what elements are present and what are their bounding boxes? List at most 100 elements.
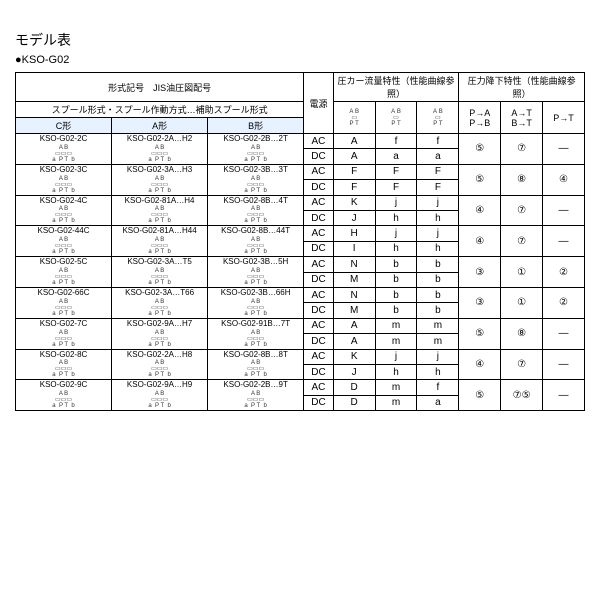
model-b: KSO-G02-8B…8TA B▭▭▭a P T b xyxy=(208,349,304,380)
valve-symbol: A B▭▭▭a P T b xyxy=(114,359,205,378)
val-cell: b xyxy=(375,272,417,287)
val-cell: J xyxy=(333,210,375,225)
val-cell: m xyxy=(417,318,459,333)
val-cell: M xyxy=(333,303,375,318)
merge-cell: ⑦ xyxy=(501,195,543,226)
power-cell: AC xyxy=(304,318,334,333)
power-cell: AC xyxy=(304,287,334,302)
val-cell: b xyxy=(375,257,417,272)
model-a: KSO-G02-81A…H44A B▭▭▭a P T b xyxy=(112,226,208,257)
power-cell: DC xyxy=(304,272,334,287)
model-b: KSO-G02-3B…3TA B▭▭▭a P T b xyxy=(208,164,304,195)
hdr-sym3: A B▭P T xyxy=(417,102,459,134)
valve-symbol: A B▭▭▭a P T b xyxy=(18,175,109,194)
power-cell: DC xyxy=(304,364,334,379)
power-cell: DC xyxy=(304,210,334,225)
val-cell: H xyxy=(333,226,375,241)
merge-cell: ⑦ xyxy=(501,226,543,257)
hdr-spool: スプール形式・スプール作動方式…補助スプール形式 xyxy=(16,102,304,118)
hdr-drop: 圧力降下特性（性能曲線参照） xyxy=(459,73,585,102)
power-cell: AC xyxy=(304,226,334,241)
val-cell: m xyxy=(375,334,417,349)
model-c: KSO-G02-4CA B▭▭▭a P T b xyxy=(16,195,112,226)
merge-cell: — xyxy=(543,195,585,226)
model-c: KSO-G02-5CA B▭▭▭a P T b xyxy=(16,257,112,288)
val-cell: a xyxy=(417,395,459,410)
merge-cell: ⑦ xyxy=(501,349,543,380)
val-cell: j xyxy=(375,195,417,210)
val-cell: I xyxy=(333,241,375,256)
model-b: KSO-G02-3B…5HA B▭▭▭a P T b xyxy=(208,257,304,288)
val-cell: K xyxy=(333,349,375,364)
valve-symbol: A B▭▭▭a P T b xyxy=(18,144,109,163)
valve-symbol: A B▭▭▭a P T b xyxy=(114,205,205,224)
merge-cell: ② xyxy=(543,257,585,288)
valve-symbol: A B▭▭▭a P T b xyxy=(18,236,109,255)
val-cell: F xyxy=(375,164,417,179)
val-cell: b xyxy=(375,287,417,302)
hdr-pt: P→T xyxy=(543,102,585,134)
valve-symbol: A B▭▭▭a P T b xyxy=(210,205,301,224)
merge-cell: — xyxy=(543,226,585,257)
merge-cell: — xyxy=(543,134,585,165)
power-cell: DC xyxy=(304,149,334,164)
hdr-c: C形 xyxy=(16,118,112,134)
merge-cell: ⑤ xyxy=(459,318,501,349)
model-c: KSO-G02-8CA B▭▭▭a P T b xyxy=(16,349,112,380)
header-symbol: A B▭P T xyxy=(336,108,373,127)
model-c: KSO-G02-3CA B▭▭▭a P T b xyxy=(16,164,112,195)
model-a: KSO-G02-9A…H9A B▭▭▭a P T b xyxy=(112,380,208,411)
valve-symbol: A B▭▭▭a P T b xyxy=(210,390,301,409)
model-c: KSO-G02-2CA B▭▭▭a P T b xyxy=(16,134,112,165)
model-b: KSO-G02-2B…2TA B▭▭▭a P T b xyxy=(208,134,304,165)
power-cell: AC xyxy=(304,164,334,179)
valve-symbol: A B▭▭▭a P T b xyxy=(114,390,205,409)
val-cell: h xyxy=(417,210,459,225)
val-cell: h xyxy=(417,241,459,256)
hdr-sym1: A B▭P T xyxy=(333,102,375,134)
power-cell: AC xyxy=(304,257,334,272)
header-symbol: A B▭P T xyxy=(378,108,415,127)
model-a: KSO-G02-3A…T5A B▭▭▭a P T b xyxy=(112,257,208,288)
table-row: KSO-G02-2CA B▭▭▭a P T b KSO-G02-2A…H2A B… xyxy=(16,134,585,149)
valve-symbol: A B▭▭▭a P T b xyxy=(114,175,205,194)
valve-symbol: A B▭▭▭a P T b xyxy=(18,359,109,378)
merge-cell: ⑦⑤ xyxy=(501,380,543,411)
hdr-power: 電源 xyxy=(304,73,334,134)
valve-symbol: A B▭▭▭a P T b xyxy=(210,329,301,348)
merge-cell: ④ xyxy=(543,164,585,195)
merge-cell: ⑤ xyxy=(459,380,501,411)
hdr-flow: 圧カー流量特性（性能曲線参照） xyxy=(333,73,459,102)
model-a: KSO-G02-2A…H2A B▭▭▭a P T b xyxy=(112,134,208,165)
val-cell: A xyxy=(333,134,375,149)
power-cell: DC xyxy=(304,395,334,410)
power-cell: AC xyxy=(304,349,334,364)
valve-symbol: A B▭▭▭a P T b xyxy=(114,144,205,163)
merge-cell: ① xyxy=(501,257,543,288)
merge-cell: ⑤ xyxy=(459,134,501,165)
model-a: KSO-G02-3A…H3A B▭▭▭a P T b xyxy=(112,164,208,195)
model-table: 形式記号 JIS油圧図配号 電源 圧カー流量特性（性能曲線参照） 圧力降下特性（… xyxy=(15,72,585,411)
val-cell: M xyxy=(333,272,375,287)
power-cell: DC xyxy=(304,241,334,256)
val-cell: A xyxy=(333,334,375,349)
model-b: KSO-G02-2B…9TA B▭▭▭a P T b xyxy=(208,380,304,411)
val-cell: f xyxy=(417,134,459,149)
model-b: KSO-G02-91B…7TA B▭▭▭a P T b xyxy=(208,318,304,349)
model-b: KSO-G02-3B…66HA B▭▭▭a P T b xyxy=(208,287,304,318)
power-cell: AC xyxy=(304,134,334,149)
val-cell: b xyxy=(417,272,459,287)
power-cell: AC xyxy=(304,195,334,210)
val-cell: F xyxy=(417,164,459,179)
val-cell: F xyxy=(333,180,375,195)
header-symbol: A B▭P T xyxy=(419,108,456,127)
val-cell: j xyxy=(417,195,459,210)
val-cell: J xyxy=(333,364,375,379)
val-cell: A xyxy=(333,149,375,164)
power-cell: DC xyxy=(304,180,334,195)
hdr-model: 形式記号 JIS油圧図配号 xyxy=(16,73,304,102)
val-cell: D xyxy=(333,395,375,410)
merge-cell: ② xyxy=(543,287,585,318)
hdr-pa-pb: P→AP→B xyxy=(459,102,501,134)
val-cell: a xyxy=(417,149,459,164)
